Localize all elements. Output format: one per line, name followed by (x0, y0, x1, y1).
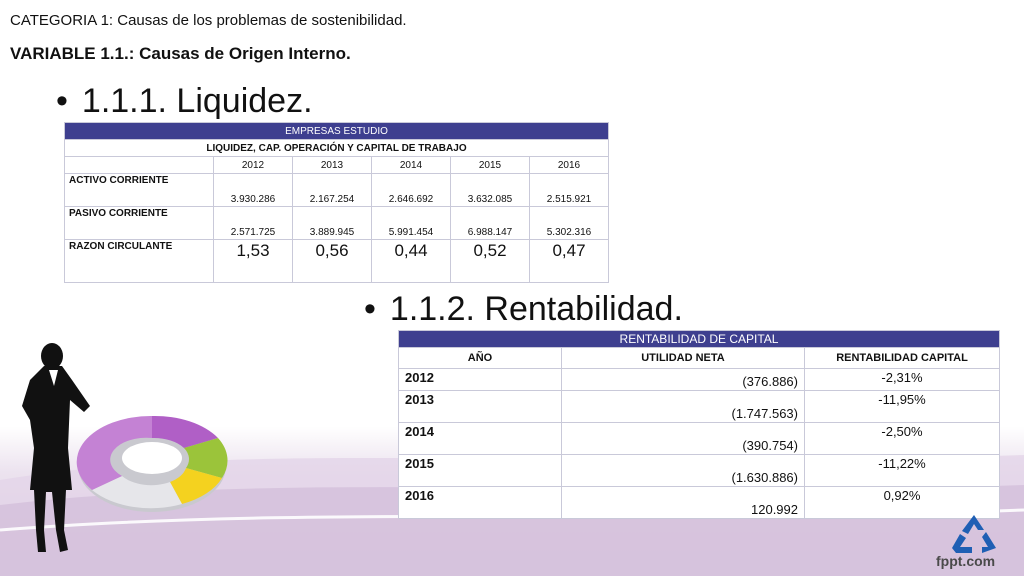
value-cell: 5.991.454 (371, 206, 451, 240)
value-cell: 2.167.254 (292, 173, 372, 207)
section-rentabilidad-heading: • 1.1.2. Rentabilidad. (364, 290, 683, 329)
section-liquidez-title: 1.1.1. Liquidez. (81, 82, 313, 120)
value-cell: 0,52 (450, 239, 530, 283)
year-cell: 2015 (450, 156, 530, 174)
column-header: UTILIDAD NETA (561, 347, 805, 369)
profitability-table-header: RENTABILIDAD DE CAPITAL (398, 330, 1000, 348)
year-cell: 2015 (398, 454, 562, 487)
year-cell: 2012 (213, 156, 293, 174)
table-row: 2012 (376.886) -2,31% (398, 368, 1000, 391)
section-liquidez-heading: • 1.1.1. Liquidez. (56, 82, 313, 121)
recycle-icon (952, 515, 996, 553)
year-cell: 2013 (398, 390, 562, 423)
businesswoman-silhouette (22, 343, 90, 552)
rentabilidad-cell: -11,95% (804, 390, 1000, 423)
year-cell: 2013 (292, 156, 372, 174)
row-label: RAZON CIRCULANTE (64, 239, 214, 283)
value-cell: 6.988.147 (450, 206, 530, 240)
value-cell: 0,44 (371, 239, 451, 283)
year-cell: 2014 (398, 422, 562, 455)
year-cell: 2016 (398, 486, 562, 519)
section-rentabilidad-title: 1.1.2. Rentabilidad. (389, 290, 683, 328)
rentabilidad-cell: -2,31% (804, 368, 1000, 391)
utilidad-cell: 120.992 (561, 486, 805, 519)
year-header-row: 2012 2013 2014 2015 2016 (64, 156, 609, 174)
rentabilidad-cell: -2,50% (804, 422, 1000, 455)
brand-text: fppt.com (936, 553, 996, 569)
year-cell: 2012 (398, 368, 562, 391)
liquidity-table-subheader: LIQUIDEZ, CAP. OPERACIÓN Y CAPITAL DE TR… (64, 139, 609, 157)
table-row: 2016 120.992 0,92% (398, 486, 1000, 519)
utilidad-cell: (376.886) (561, 368, 805, 391)
table-row: 2014 (390.754) -2,50% (398, 422, 1000, 455)
donut-chart-graphic (76, 415, 228, 512)
column-header-row: AÑO UTILIDAD NETA RENTABILIDAD CAPITAL (398, 347, 1000, 369)
year-cell: 2014 (371, 156, 451, 174)
table-row: PASIVO CORRIENTE 2.571.725 3.889.945 5.9… (64, 206, 609, 240)
rentabilidad-cell: 0,92% (804, 486, 1000, 519)
value-cell: 2.571.725 (213, 206, 293, 240)
value-cell: 3.632.085 (450, 173, 530, 207)
utilidad-cell: (1.630.886) (561, 454, 805, 487)
row-label: ACTIVO CORRIENTE (64, 173, 214, 207)
profitability-table: RENTABILIDAD DE CAPITAL AÑO UTILIDAD NET… (398, 330, 1000, 519)
liquidity-table: EMPRESAS ESTUDIO LIQUIDEZ, CAP. OPERACIÓ… (64, 122, 609, 283)
column-header: AÑO (398, 347, 562, 369)
bullet: • (56, 82, 68, 120)
value-cell: 0,47 (529, 239, 609, 283)
row-label: PASIVO CORRIENTE (64, 206, 214, 240)
value-cell: 0,56 (292, 239, 372, 283)
category-title: CATEGORIA 1: Causas de los problemas de … (10, 12, 407, 29)
table-row: 2015 (1.630.886) -11,22% (398, 454, 1000, 487)
rentabilidad-cell: -11,22% (804, 454, 1000, 487)
variable-title: VARIABLE 1.1.: Causas de Origen Interno. (10, 44, 351, 63)
liquidity-table-header: EMPRESAS ESTUDIO (64, 122, 609, 140)
value-cell: 3.930.286 (213, 173, 293, 207)
value-cell: 1,53 (213, 239, 293, 283)
utilidad-cell: (1.747.563) (561, 390, 805, 423)
bullet: • (364, 290, 376, 328)
table-row: 2013 (1.747.563) -11,95% (398, 390, 1000, 423)
table-row: ACTIVO CORRIENTE 3.930.286 2.167.254 2.6… (64, 173, 609, 207)
value-cell: 5.302.316 (529, 206, 609, 240)
utilidad-cell: (390.754) (561, 422, 805, 455)
table-row: RAZON CIRCULANTE 1,53 0,56 0,44 0,52 0,4… (64, 239, 609, 283)
value-cell: 2.515.921 (529, 173, 609, 207)
empty-corner-cell (64, 156, 214, 174)
value-cell: 2.646.692 (371, 173, 451, 207)
year-cell: 2016 (529, 156, 609, 174)
value-cell: 3.889.945 (292, 206, 372, 240)
column-header: RENTABILIDAD CAPITAL (804, 347, 1000, 369)
